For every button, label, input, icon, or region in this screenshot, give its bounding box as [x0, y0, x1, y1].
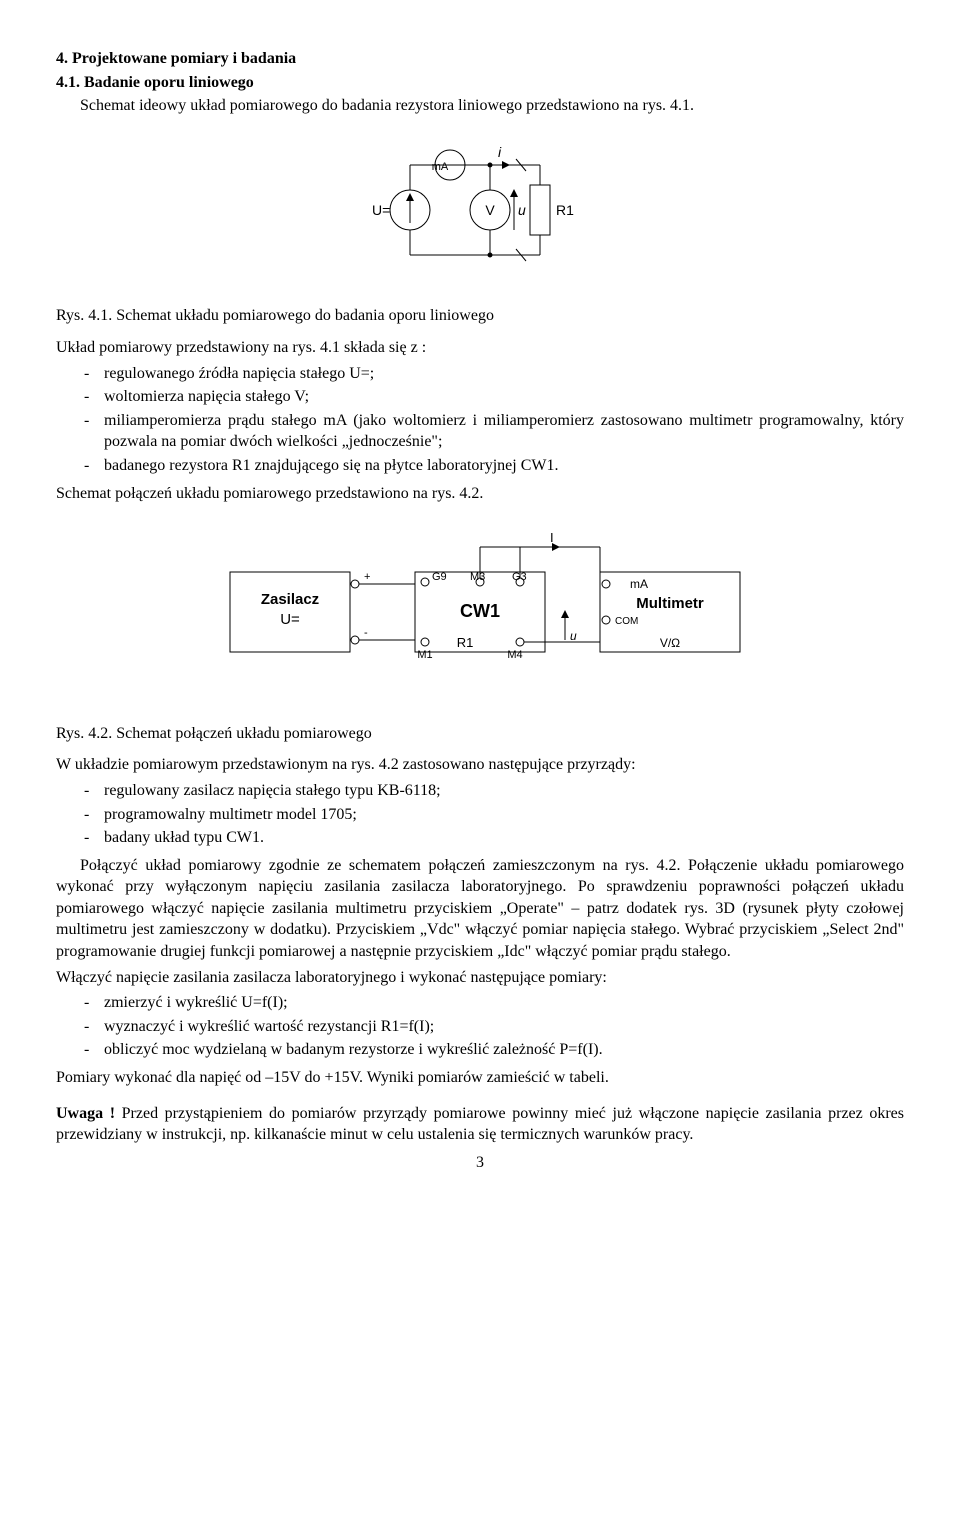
list-item: woltomierza napięcia stałego V;: [84, 386, 904, 408]
paragraph: Schemat połączeń układu pomiarowego prze…: [56, 483, 904, 505]
uwaga-paragraph: Uwaga ! Przed przystąpieniem do pomiarów…: [56, 1103, 904, 1146]
label-COM: COM: [615, 616, 638, 627]
list-item: programowalny multimetr model 1705;: [84, 804, 904, 826]
label-I: I: [550, 530, 554, 545]
page-number: 3: [56, 1152, 904, 1174]
label-u: u: [518, 202, 526, 218]
label-VOhm: V/Ω: [660, 636, 680, 650]
bullet-list: regulowanego źródła napięcia stałego U=;…: [56, 363, 904, 477]
uwaga-label: Uwaga !: [56, 1105, 115, 1122]
subsection-title: 4.1. Badanie oporu liniowego: [56, 72, 904, 94]
list-item: obliczyć moc wydzielaną w badanym rezyst…: [84, 1039, 904, 1061]
label-M4: M4: [507, 649, 522, 661]
label-minus: -: [364, 627, 368, 639]
label-R1: R1: [556, 202, 574, 218]
label-plus: +: [364, 571, 370, 583]
label-V: V: [485, 202, 495, 218]
figure-4-2: Zasilacz U= + - G9 M3 G3 CW1 M1 R1 M4 I …: [56, 522, 904, 709]
label-M1: M1: [417, 649, 432, 661]
circuit-diagram-4-1: U= mA i V u R1: [330, 135, 630, 285]
figure-4-1: U= mA i V u R1: [56, 135, 904, 292]
bullet-list: regulowany zasilacz napięcia stałego typ…: [56, 780, 904, 849]
list-item: miliamperomierza prądu stałego mA (jako …: [84, 410, 904, 453]
section-title: 4. Projektowane pomiary i badania: [56, 48, 904, 70]
list-item: badanego rezystora R1 znajdującego się n…: [84, 455, 904, 477]
paragraph: Połączyć układ pomiarowy zgodnie ze sche…: [56, 855, 904, 963]
connection-diagram-4-2: Zasilacz U= + - G9 M3 G3 CW1 M1 R1 M4 I …: [200, 522, 760, 702]
label-CW1: CW1: [460, 601, 500, 621]
label-M3: M3: [470, 571, 485, 583]
paragraph: Pomiary wykonać dla napięć od –15V do +1…: [56, 1067, 904, 1089]
list-item: regulowany zasilacz napięcia stałego typ…: [84, 780, 904, 802]
list-item: badany układ typu CW1.: [84, 827, 904, 849]
label-mA: mA: [432, 161, 449, 173]
label-i: i: [498, 144, 502, 160]
paragraph: Układ pomiarowy przedstawiony na rys. 4.…: [56, 337, 904, 359]
label-G3: G3: [512, 571, 527, 583]
list-item: wyznaczyć i wykreślić wartość rezystancj…: [84, 1016, 904, 1038]
label-multimetr: Multimetr: [636, 595, 704, 612]
intro-paragraph: Schemat ideowy układ pomiarowego do bada…: [56, 95, 904, 117]
figure-4-1-caption: Rys. 4.1. Schemat układu pomiarowego do …: [56, 305, 904, 327]
label-u: u: [570, 629, 577, 643]
label-G9: G9: [432, 571, 447, 583]
label-zasilacz: Zasilacz: [261, 591, 319, 608]
list-item: regulowanego źródła napięcia stałego U=;: [84, 363, 904, 385]
list-item: zmierzyć i wykreślić U=f(I);: [84, 992, 904, 1014]
uwaga-text: Przed przystąpieniem do pomiarów przyrzą…: [56, 1105, 904, 1144]
paragraph: W układzie pomiarowym przedstawionym na …: [56, 754, 904, 776]
label-R1: R1: [457, 635, 474, 650]
paragraph: Włączyć napięcie zasilania zasilacza lab…: [56, 967, 904, 989]
bullet-list: zmierzyć i wykreślić U=f(I); wyznaczyć i…: [56, 992, 904, 1061]
label-mA: mA: [630, 577, 648, 591]
label-U: U=: [372, 202, 390, 218]
label-U: U=: [280, 611, 300, 628]
figure-4-2-caption: Rys. 4.2. Schemat połączeń układu pomiar…: [56, 723, 904, 745]
